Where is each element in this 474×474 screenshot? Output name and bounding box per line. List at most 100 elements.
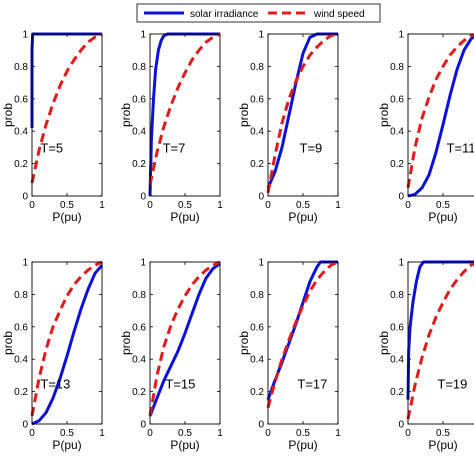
y-tick-label: 0 bbox=[258, 420, 264, 431]
axes-frame bbox=[267, 261, 339, 425]
panel-time-label: T=19 bbox=[437, 376, 467, 391]
x-tick-label: 1 bbox=[99, 200, 105, 211]
axes-frame bbox=[149, 261, 221, 425]
legend-label-solar: solar irradiance bbox=[190, 9, 259, 20]
legend: solar irradiance wind speed bbox=[136, 3, 381, 23]
series-line-wind-speed bbox=[406, 33, 474, 189]
series-line-wind-speed bbox=[30, 32, 103, 184]
x-axis-label: P(pu) bbox=[288, 210, 317, 224]
y-tick-label: 0.8 bbox=[132, 290, 146, 301]
y-tick-label: 0.4 bbox=[14, 355, 28, 366]
y-tick-label: 1 bbox=[140, 30, 146, 41]
x-tick-label: 0.5 bbox=[60, 428, 74, 439]
series-line-wind-speed bbox=[30, 260, 103, 417]
y-tick-label: 0 bbox=[140, 420, 146, 431]
subplot-7: 0 0.2 0.4 0.6 0.8 1 0 0.5 1 P(pu) prob T=17 bbox=[237, 258, 341, 453]
y-axis-label: prob bbox=[119, 103, 133, 127]
y-tick-label: 0.6 bbox=[250, 322, 264, 333]
y-tick-label: 1 bbox=[22, 30, 28, 41]
x-tick-label: 0 bbox=[29, 200, 35, 211]
y-axis-label: prob bbox=[119, 331, 133, 355]
x-tick-label: 0 bbox=[405, 200, 411, 211]
y-tick-label: 0.2 bbox=[132, 387, 146, 398]
axes-frame bbox=[407, 33, 474, 197]
x-tick-label: 0 bbox=[147, 200, 153, 211]
y-tick-label: 1 bbox=[398, 30, 404, 41]
y-tick-label: 0.6 bbox=[132, 322, 146, 333]
x-tick-label: 1 bbox=[217, 200, 223, 211]
y-tick-label: 0.2 bbox=[14, 387, 28, 398]
y-tick-label: 1 bbox=[22, 258, 28, 269]
y-tick-label: 1 bbox=[258, 30, 264, 41]
y-tick-label: 0 bbox=[140, 192, 146, 203]
y-tick-label: 0 bbox=[22, 192, 28, 203]
y-axis-label: prob bbox=[237, 103, 251, 127]
axes-background bbox=[32, 34, 102, 196]
series-line-solar-irradiance bbox=[406, 260, 474, 400]
series-line-wind-speed bbox=[148, 260, 221, 417]
x-axis-label: P(pu) bbox=[52, 438, 81, 452]
x-tick-label: 0 bbox=[405, 428, 411, 439]
panel-time-label: T=13 bbox=[40, 376, 70, 391]
x-tick-label: 0 bbox=[29, 428, 35, 439]
y-tick-label: 0.4 bbox=[132, 127, 146, 138]
axes-background bbox=[150, 262, 220, 424]
y-axis-label: prob bbox=[377, 103, 391, 127]
panel-time-label: T=15 bbox=[165, 376, 195, 391]
y-tick-label: 0.4 bbox=[390, 355, 404, 366]
axes-background bbox=[268, 34, 338, 196]
y-tick-label: 0.2 bbox=[390, 159, 404, 170]
y-tick-label: 0.2 bbox=[132, 159, 146, 170]
y-tick-label: 0.2 bbox=[390, 387, 404, 398]
series-line-wind-speed bbox=[266, 260, 339, 409]
axes-background bbox=[408, 34, 474, 196]
x-tick-label: 1 bbox=[217, 428, 223, 439]
y-axis-label: prob bbox=[237, 331, 251, 355]
y-tick-label: 0.6 bbox=[14, 322, 28, 333]
x-axis-label: P(pu) bbox=[52, 210, 81, 224]
x-tick-label: 1 bbox=[335, 200, 341, 211]
axes-frame bbox=[149, 33, 221, 197]
series-line-solar-irradiance bbox=[407, 34, 474, 198]
x-axis-label: P(pu) bbox=[288, 438, 317, 452]
subplot-5: 0 0.2 0.4 0.6 0.8 1 0 0.5 1 P(pu) prob T=13 bbox=[1, 258, 105, 453]
x-tick-label: 1 bbox=[99, 428, 105, 439]
series-line-solar-irradiance bbox=[148, 262, 221, 417]
subplot-2: 0 0.2 0.4 0.6 0.8 1 0 0.5 1 P(pu) prob T=7 bbox=[119, 30, 223, 225]
panel-time-label: T=7 bbox=[163, 140, 186, 155]
panel-time-label: T=11 bbox=[447, 140, 474, 155]
legend-label-wind: wind speed bbox=[313, 9, 365, 20]
y-tick-label: 0.8 bbox=[14, 290, 28, 301]
panel-time-label: T=9 bbox=[300, 140, 323, 155]
axes-background bbox=[408, 262, 474, 424]
y-tick-label: 0.4 bbox=[390, 127, 404, 138]
x-axis-label: P(pu) bbox=[170, 438, 199, 452]
y-tick-label: 0.8 bbox=[390, 62, 404, 73]
subplot-1: 0 0.2 0.4 0.6 0.8 1 0 0.5 1 P(pu) prob T=5 bbox=[1, 30, 105, 225]
y-tick-label: 0.2 bbox=[250, 387, 264, 398]
subplot-3: 0 0.2 0.4 0.6 0.8 1 0 0.5 1 P(pu) prob T=9 bbox=[237, 30, 341, 225]
x-axis-label: P(pu) bbox=[428, 210, 457, 224]
series-line-solar-irradiance bbox=[148, 32, 220, 197]
y-axis-label: prob bbox=[1, 103, 15, 127]
y-tick-label: 0.8 bbox=[14, 62, 28, 73]
axes-frame bbox=[267, 33, 339, 197]
axes-frame bbox=[407, 261, 474, 425]
axes-background bbox=[150, 34, 220, 196]
axes-background bbox=[268, 262, 338, 424]
y-tick-label: 1 bbox=[258, 258, 264, 269]
x-tick-label: 0.5 bbox=[178, 428, 192, 439]
x-axis-label: P(pu) bbox=[428, 438, 457, 452]
y-tick-label: 0.2 bbox=[250, 159, 264, 170]
y-tick-label: 0 bbox=[398, 420, 404, 431]
y-tick-label: 0.2 bbox=[14, 159, 28, 170]
y-tick-label: 0 bbox=[258, 192, 264, 203]
x-tick-label: 0.5 bbox=[436, 428, 450, 439]
axes-background bbox=[32, 262, 102, 424]
y-tick-label: 0.8 bbox=[390, 290, 404, 301]
y-tick-label: 0.6 bbox=[390, 322, 404, 333]
axes-frame bbox=[31, 33, 103, 197]
x-tick-label: 0 bbox=[147, 428, 153, 439]
